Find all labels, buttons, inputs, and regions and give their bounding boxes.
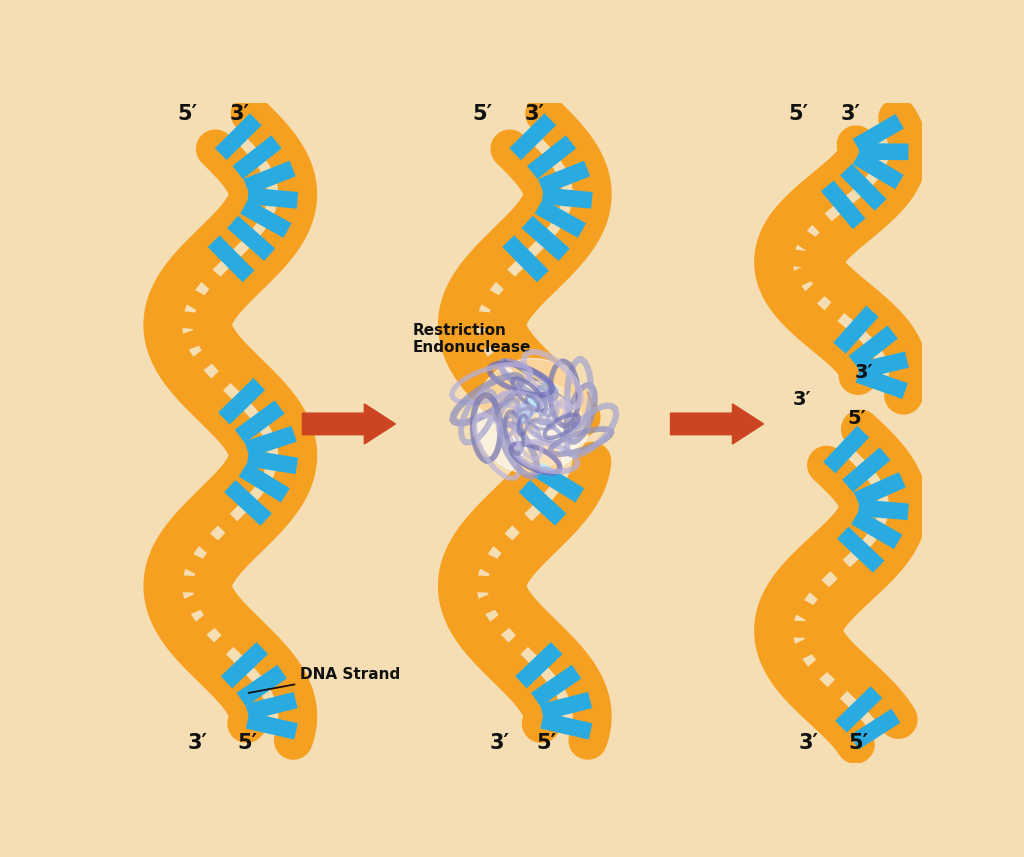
Text: 5′: 5′ <box>177 104 198 123</box>
Text: 5′: 5′ <box>788 104 808 123</box>
FancyArrow shape <box>671 404 764 444</box>
Text: 5′: 5′ <box>847 409 866 428</box>
Text: 5′: 5′ <box>238 734 257 753</box>
FancyArrow shape <box>302 404 395 444</box>
Text: 3′: 3′ <box>229 104 250 123</box>
Text: DNA Strand: DNA Strand <box>249 667 400 693</box>
Circle shape <box>474 358 591 474</box>
Text: 3′: 3′ <box>793 390 812 409</box>
Text: 5′: 5′ <box>472 104 493 123</box>
Text: 3′: 3′ <box>841 104 860 123</box>
Circle shape <box>498 381 583 466</box>
Text: 5′: 5′ <box>848 734 868 753</box>
Text: 3′: 3′ <box>855 363 873 381</box>
Text: 3′: 3′ <box>799 734 818 753</box>
Text: 5′: 5′ <box>537 734 557 753</box>
Text: 3′: 3′ <box>187 734 208 753</box>
Text: Restriction
Endonuclease: Restriction Endonuclease <box>413 323 572 403</box>
Text: 3′: 3′ <box>490 734 510 753</box>
Text: 3′: 3′ <box>524 104 544 123</box>
